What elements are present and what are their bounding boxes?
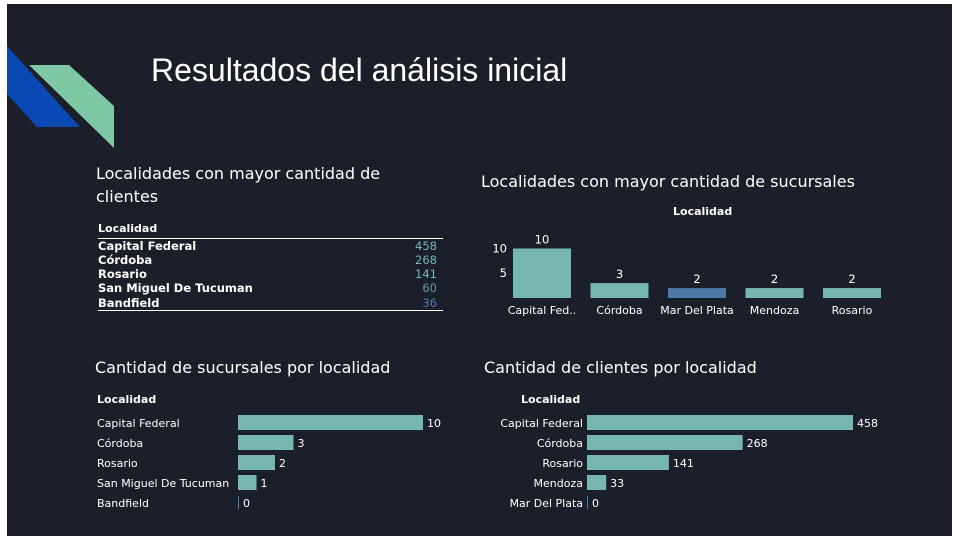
- branches-horizontal-bar-chart: Capital Federal 10 Córdoba 3 Rosario 2 San Mig…: [97, 415, 441, 510]
- y-category-label: Rosario: [542, 457, 583, 470]
- bar: [238, 475, 257, 490]
- data-label: 2: [848, 272, 855, 286]
- y-category-label: San Miguel De Tucuman: [97, 477, 229, 490]
- bar: [745, 288, 804, 298]
- slide: Resultados del análisis inicial Localida…: [7, 4, 952, 536]
- logo-graphic: [7, 46, 114, 148]
- y-category-label: Capital Federal: [500, 417, 583, 430]
- x-tick-label: Córdoba: [596, 304, 642, 317]
- bar: [587, 455, 669, 470]
- data-label: 3: [298, 437, 305, 450]
- data-label: 10: [427, 417, 441, 430]
- bar: [668, 288, 726, 298]
- y-category-label: Córdoba: [97, 437, 143, 450]
- data-label: 141: [673, 457, 694, 470]
- x-tick-label: Mendoza: [750, 304, 799, 317]
- bar: [238, 496, 239, 509]
- bar: [587, 435, 743, 450]
- bar: [238, 435, 294, 450]
- clients-table-title: Localidades con mayor cantidad de client…: [96, 164, 381, 206]
- bar: [587, 475, 607, 490]
- x-tick-label: Rosario: [832, 304, 873, 317]
- table-row: Bandfield 36: [98, 296, 442, 310]
- table-cell-name: Bandfield: [98, 296, 160, 310]
- data-label: 10: [535, 232, 550, 246]
- y-category-label: Bandfield: [97, 497, 149, 510]
- y-category-label: Capital Federal: [97, 417, 180, 430]
- x-tick-label: Mar Del Plata: [660, 304, 734, 317]
- table-cell-name: Córdoba: [98, 253, 153, 267]
- clients-by-location-title: Cantidad de clientes por localidad: [484, 358, 757, 377]
- slide-title: Resultados del análisis inicial: [151, 52, 568, 88]
- table-cell-value: 60: [422, 281, 437, 295]
- bar: [587, 415, 853, 430]
- table-cell-name: Rosario: [98, 267, 147, 281]
- branches-by-location-header: Localidad: [97, 393, 157, 406]
- table-cell-value: 36: [422, 296, 437, 310]
- bar: [238, 415, 423, 430]
- x-tick-label: Capital Fed..: [508, 304, 577, 317]
- y-category-label: Mar Del Plata: [509, 497, 583, 510]
- bar: [823, 288, 881, 298]
- clients-table-header: Localidad: [98, 222, 158, 235]
- data-label: 33: [610, 477, 624, 490]
- y-tick-label: 5: [500, 266, 507, 280]
- clients-horizontal-bar-chart: Capital Federal 458 Córdoba 268 Rosario 141 Me…: [500, 415, 878, 510]
- data-label: 1: [261, 477, 268, 490]
- logo-green-shape: [29, 65, 114, 148]
- table-header-line: [98, 238, 443, 239]
- logo-blue-shape: [7, 46, 80, 127]
- data-label: 2: [693, 272, 700, 286]
- data-label: 458: [857, 417, 878, 430]
- table-cell-name: San Miguel De Tucuman: [98, 281, 253, 295]
- bar: [513, 248, 571, 298]
- table-cell-name: Capital Federal: [98, 239, 197, 253]
- table-row: Rosario 141: [98, 267, 442, 281]
- branches-by-location-title: Cantidad de sucursales por localidad: [95, 358, 391, 377]
- y-category-label: Mendoza: [534, 477, 583, 490]
- clients-by-location-header: Localidad: [521, 393, 581, 406]
- branches-chart-title: Localidades con mayor cantidad de sucurs…: [481, 172, 855, 191]
- y-tick-label: 10: [492, 241, 507, 255]
- table-row: Capital Federal 458: [98, 239, 442, 253]
- bar: [590, 283, 649, 298]
- y-category-label: Rosario: [97, 457, 138, 470]
- table-cell-value: 268: [415, 253, 437, 267]
- branches-vertical-bar-chart: 5 10 10 Capital Fed.. 3 Córdoba 2 Mar Del Plata…: [492, 232, 881, 317]
- bar: [238, 455, 275, 470]
- table-cell-value: 141: [415, 267, 437, 281]
- data-label: 2: [279, 457, 286, 470]
- table-row: Córdoba 268: [98, 253, 442, 267]
- data-label: 3: [616, 267, 623, 281]
- branches-chart-xlabel: Localidad: [673, 205, 733, 218]
- data-label: 2: [771, 272, 778, 286]
- y-category-label: Córdoba: [537, 437, 583, 450]
- data-label: 0: [592, 497, 599, 510]
- table-cell-value: 458: [415, 239, 437, 253]
- bar: [587, 496, 588, 509]
- data-label: 0: [243, 497, 250, 510]
- table-bottom-line: [98, 310, 443, 311]
- table-row: San Miguel De Tucuman 60: [98, 281, 442, 295]
- data-label: 268: [747, 437, 768, 450]
